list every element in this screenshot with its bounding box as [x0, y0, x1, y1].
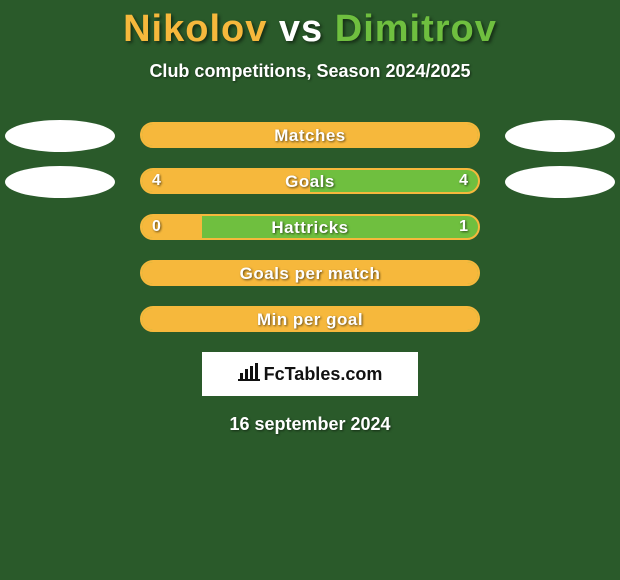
- stat-bar: Goals per match: [140, 260, 480, 286]
- player2-value-ellipse: [505, 166, 615, 198]
- stat-bar: Matches: [140, 122, 480, 148]
- stat-row: Goals per match: [0, 250, 620, 296]
- stat-label: Min per goal: [142, 310, 478, 330]
- stat-bar: 01Hattricks: [140, 214, 480, 240]
- source-logo-box: FcTables.com: [202, 352, 418, 396]
- player1-value-ellipse: [5, 166, 115, 198]
- stat-row: 44Goals: [0, 158, 620, 204]
- stat-label: Goals: [142, 172, 478, 192]
- stat-label: Matches: [142, 126, 478, 146]
- stat-row: 01Hattricks: [0, 204, 620, 250]
- stat-row: Matches: [0, 112, 620, 158]
- player2-name: Dimitrov: [335, 8, 497, 50]
- stat-bar: 44Goals: [140, 168, 480, 194]
- subtitle: Club competitions, Season 2024/2025: [0, 61, 620, 82]
- vs-text: vs: [279, 8, 323, 50]
- player1-value-ellipse: [5, 120, 115, 152]
- stats-container: Matches 44Goals 01Hattricks Goals per match…: [0, 112, 620, 342]
- stat-label: Goals per match: [142, 264, 478, 284]
- generated-date: 16 september 2024: [0, 414, 620, 435]
- chart-icon: [238, 363, 260, 386]
- stat-bar: Min per goal: [140, 306, 480, 332]
- player2-value-ellipse: [505, 120, 615, 152]
- comparison-title: Nikolov vs Dimitrov: [0, 0, 620, 51]
- stat-label: Hattricks: [142, 218, 478, 238]
- source-logo-text: FcTables.com: [264, 364, 383, 385]
- player1-name: Nikolov: [123, 8, 267, 50]
- stat-row: Min per goal: [0, 296, 620, 342]
